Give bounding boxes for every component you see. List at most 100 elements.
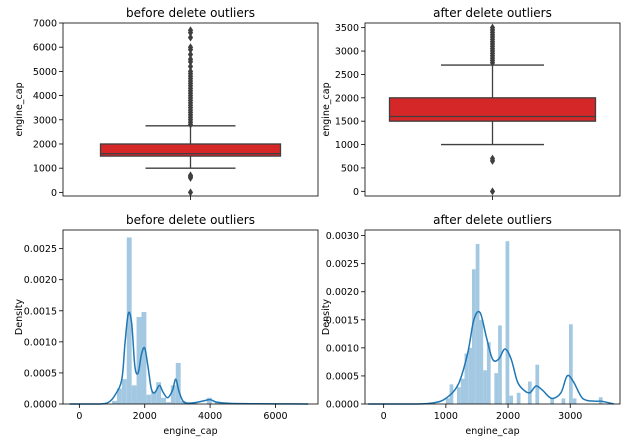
x-tick-label: 0 [381, 411, 387, 422]
y-axis-label: Density [14, 299, 25, 335]
histogram-bar [131, 385, 137, 404]
y-tick-label: 0.0000 [326, 400, 359, 411]
histogram-bar [535, 364, 540, 404]
x-tick-label: 1000 [434, 411, 458, 422]
histogram-bar [112, 400, 117, 404]
y-tick-label: 1000 [33, 164, 57, 175]
histogram-bar [464, 353, 469, 404]
outlier-point [187, 50, 194, 59]
x-axis-ticks: 0 1000 2000 3000 [381, 404, 582, 422]
y-tick-label: 5000 [33, 67, 57, 78]
histogram-bar [146, 394, 152, 404]
y-tick-label: 6000 [33, 43, 57, 54]
histogram-bar [468, 347, 472, 404]
histogram-bar [180, 400, 186, 404]
outlier-point [187, 55, 194, 64]
y-axis-ticks: 0.0000 0.0005 0.0010 0.0015 0.0020 0.0025 [24, 244, 63, 411]
histogram-bar [116, 388, 122, 404]
axes-frame [364, 22, 621, 197]
chart-panel-1: before delete outliers 0 1000 2000 3000 4000 5… [14, 6, 319, 200]
y-tick-label: 0.0025 [24, 244, 57, 255]
y-tick-label: 3500 [335, 23, 359, 34]
outlier-point [187, 26, 194, 35]
histogram-bar [175, 362, 181, 404]
x-tick-label: 3000 [558, 411, 582, 422]
y-tick-label: 1000 [335, 140, 359, 151]
histogram-bar [572, 398, 577, 404]
x-tick-label: 2000 [133, 411, 157, 422]
outlier-point [187, 33, 194, 42]
histogram-bar [516, 392, 521, 404]
histogram-bar [569, 324, 573, 404]
histogram-bar [498, 325, 502, 404]
y-tick-label: 3000 [33, 115, 57, 126]
histogram-bar [486, 342, 491, 404]
y-tick-label: 0.0030 [326, 231, 359, 242]
y-tick-label: 1500 [335, 117, 359, 128]
histogram-bar [494, 373, 499, 404]
axes-frame [364, 229, 621, 405]
y-tick-label: 2500 [335, 70, 359, 81]
x-tick-label: 4000 [198, 411, 222, 422]
outlier-point [187, 67, 194, 76]
x-tick-label: 0 [76, 411, 82, 422]
kde-line [69, 311, 309, 405]
histogram-bar [161, 397, 166, 404]
y-tick-label: 0.0015 [24, 306, 57, 317]
outlier-point [489, 154, 496, 163]
histogram-bar [445, 398, 450, 404]
y-axis-ticks: 0 500 1000 1500 2000 2500 3000 3500 [335, 23, 365, 198]
chart-title: after delete outliers [433, 6, 552, 20]
y-tick-label: 7000 [33, 19, 57, 30]
outlier-point [187, 43, 194, 52]
histogram-bar [509, 395, 514, 404]
histogram-bar [126, 237, 132, 404]
x-tick-label: 6000 [263, 411, 287, 422]
y-tick-label: 0.0000 [24, 400, 57, 411]
outlier-point [187, 171, 194, 180]
y-tick-label: 0.0025 [326, 259, 359, 270]
y-tick-label: 0.0020 [326, 287, 359, 298]
y-tick-label: 0 [353, 187, 359, 198]
histogram-bar [165, 402, 171, 404]
histogram-bars [112, 237, 220, 404]
y-tick-label: 0 [51, 188, 57, 199]
histogram-bar [483, 370, 487, 404]
y-tick-label: 0.0020 [24, 275, 57, 286]
axes-frame [62, 22, 319, 197]
chart-title: before delete outliers [126, 6, 255, 20]
x-axis-label: engine_cap [465, 426, 519, 437]
histogram-bar [151, 391, 157, 404]
histogram-bar [505, 241, 510, 404]
outlier-point [489, 23, 496, 32]
y-axis-label: Density [321, 299, 332, 335]
histogram-bar [460, 378, 465, 404]
histogram-bar [170, 385, 176, 404]
chart-panel-2: after delete outliers 0 500 1000 1500 2000 250… [321, 6, 621, 200]
chart-title: before delete outliers [126, 213, 255, 227]
x-axis-ticks: 0 2000 4000 6000 [76, 404, 288, 422]
axes-frame [62, 229, 319, 405]
histogram-bar [141, 312, 147, 404]
x-tick-label: 2000 [496, 411, 520, 422]
histogram-bar [206, 397, 212, 404]
histogram-bar [457, 387, 461, 404]
y-tick-label: 2000 [335, 93, 359, 104]
histogram-bar [121, 379, 127, 404]
y-tick-label: 4000 [33, 91, 57, 102]
histogram-bars [445, 241, 603, 404]
y-axis-label: engine_cap [321, 82, 332, 136]
histogram-bar [471, 269, 476, 404]
histogram-bar [475, 244, 480, 404]
y-axis-ticks: 0.0000 0.0005 0.0010 0.0015 0.0020 0.0025 0.00… [326, 231, 365, 411]
y-axis-ticks: 0 1000 2000 3000 4000 5000 6000 7000 [33, 19, 63, 199]
y-tick-label: 2000 [33, 139, 57, 150]
y-tick-label: 0.0005 [24, 368, 57, 379]
outlier-point [187, 188, 194, 197]
histogram-bar [550, 398, 555, 404]
chart-title: after delete outliers [433, 213, 552, 227]
histogram-bar [561, 398, 566, 404]
chart-panel-3: before delete outliers 0.0000 0.0005 0.0010… [14, 213, 319, 437]
y-tick-label: 0.0015 [326, 315, 359, 326]
